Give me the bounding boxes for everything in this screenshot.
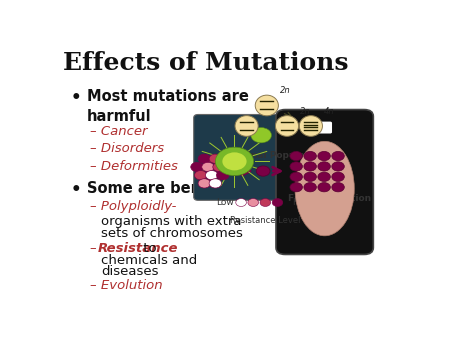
FancyBboxPatch shape [276, 110, 374, 255]
Circle shape [290, 162, 302, 171]
Text: to: to [139, 242, 157, 255]
Circle shape [194, 170, 207, 180]
Text: – Cancer: – Cancer [91, 125, 148, 138]
Text: 2n: 2n [260, 106, 270, 116]
Circle shape [209, 154, 222, 163]
Text: Original Population: Original Population [227, 151, 325, 160]
Ellipse shape [299, 116, 322, 136]
Text: •: • [70, 89, 81, 107]
FancyBboxPatch shape [317, 122, 332, 133]
Circle shape [318, 162, 330, 171]
Text: 4n: 4n [324, 106, 335, 116]
Circle shape [304, 151, 317, 161]
Text: Effects of Mutations: Effects of Mutations [64, 51, 349, 75]
Circle shape [332, 151, 344, 161]
Text: High: High [292, 198, 313, 207]
Text: – Polyploidly-: – Polyploidly- [91, 200, 177, 213]
Ellipse shape [235, 116, 258, 136]
Circle shape [318, 151, 330, 161]
Text: diseases: diseases [101, 266, 159, 278]
Circle shape [202, 162, 214, 171]
Text: sets of chromosomes: sets of chromosomes [101, 227, 243, 240]
Circle shape [213, 162, 225, 171]
Text: Resistance Level: Resistance Level [230, 215, 301, 225]
Ellipse shape [295, 141, 354, 236]
Text: –: – [91, 242, 101, 255]
Circle shape [222, 152, 246, 170]
Text: – Disorders: – Disorders [91, 142, 164, 155]
Circle shape [332, 162, 344, 171]
Circle shape [191, 162, 203, 171]
Circle shape [236, 198, 246, 207]
Text: 2n: 2n [300, 106, 311, 116]
Text: Final Population: Final Population [288, 194, 371, 203]
Text: •: • [70, 181, 81, 199]
Text: 2n: 2n [280, 86, 291, 95]
Circle shape [290, 151, 302, 161]
Text: organisms with extra: organisms with extra [101, 215, 242, 228]
Circle shape [304, 182, 317, 192]
Text: Most mutations are
harmful: Most mutations are harmful [87, 89, 249, 124]
Ellipse shape [255, 95, 278, 116]
Circle shape [290, 172, 302, 181]
Circle shape [304, 162, 317, 171]
Circle shape [304, 172, 317, 181]
Circle shape [205, 170, 218, 180]
Circle shape [215, 147, 254, 176]
Circle shape [256, 166, 270, 176]
Text: – Evolution: – Evolution [91, 279, 163, 292]
Circle shape [224, 162, 237, 171]
Ellipse shape [275, 116, 299, 136]
Circle shape [332, 172, 344, 181]
Circle shape [260, 198, 271, 207]
Circle shape [217, 170, 229, 180]
Circle shape [318, 172, 330, 181]
Circle shape [251, 127, 272, 143]
Circle shape [198, 154, 210, 163]
Circle shape [318, 182, 330, 192]
Text: – Deformities: – Deformities [91, 160, 178, 173]
Text: Low: Low [216, 198, 234, 207]
Circle shape [332, 182, 344, 192]
Text: Some are beneficial:: Some are beneficial: [87, 181, 257, 196]
Circle shape [290, 182, 302, 192]
Circle shape [272, 198, 283, 207]
Text: Resistance: Resistance [98, 242, 178, 255]
Circle shape [220, 154, 233, 163]
Circle shape [248, 198, 258, 207]
Text: chemicals and: chemicals and [101, 255, 198, 267]
FancyBboxPatch shape [194, 115, 283, 200]
Circle shape [209, 179, 222, 188]
Circle shape [198, 179, 210, 188]
